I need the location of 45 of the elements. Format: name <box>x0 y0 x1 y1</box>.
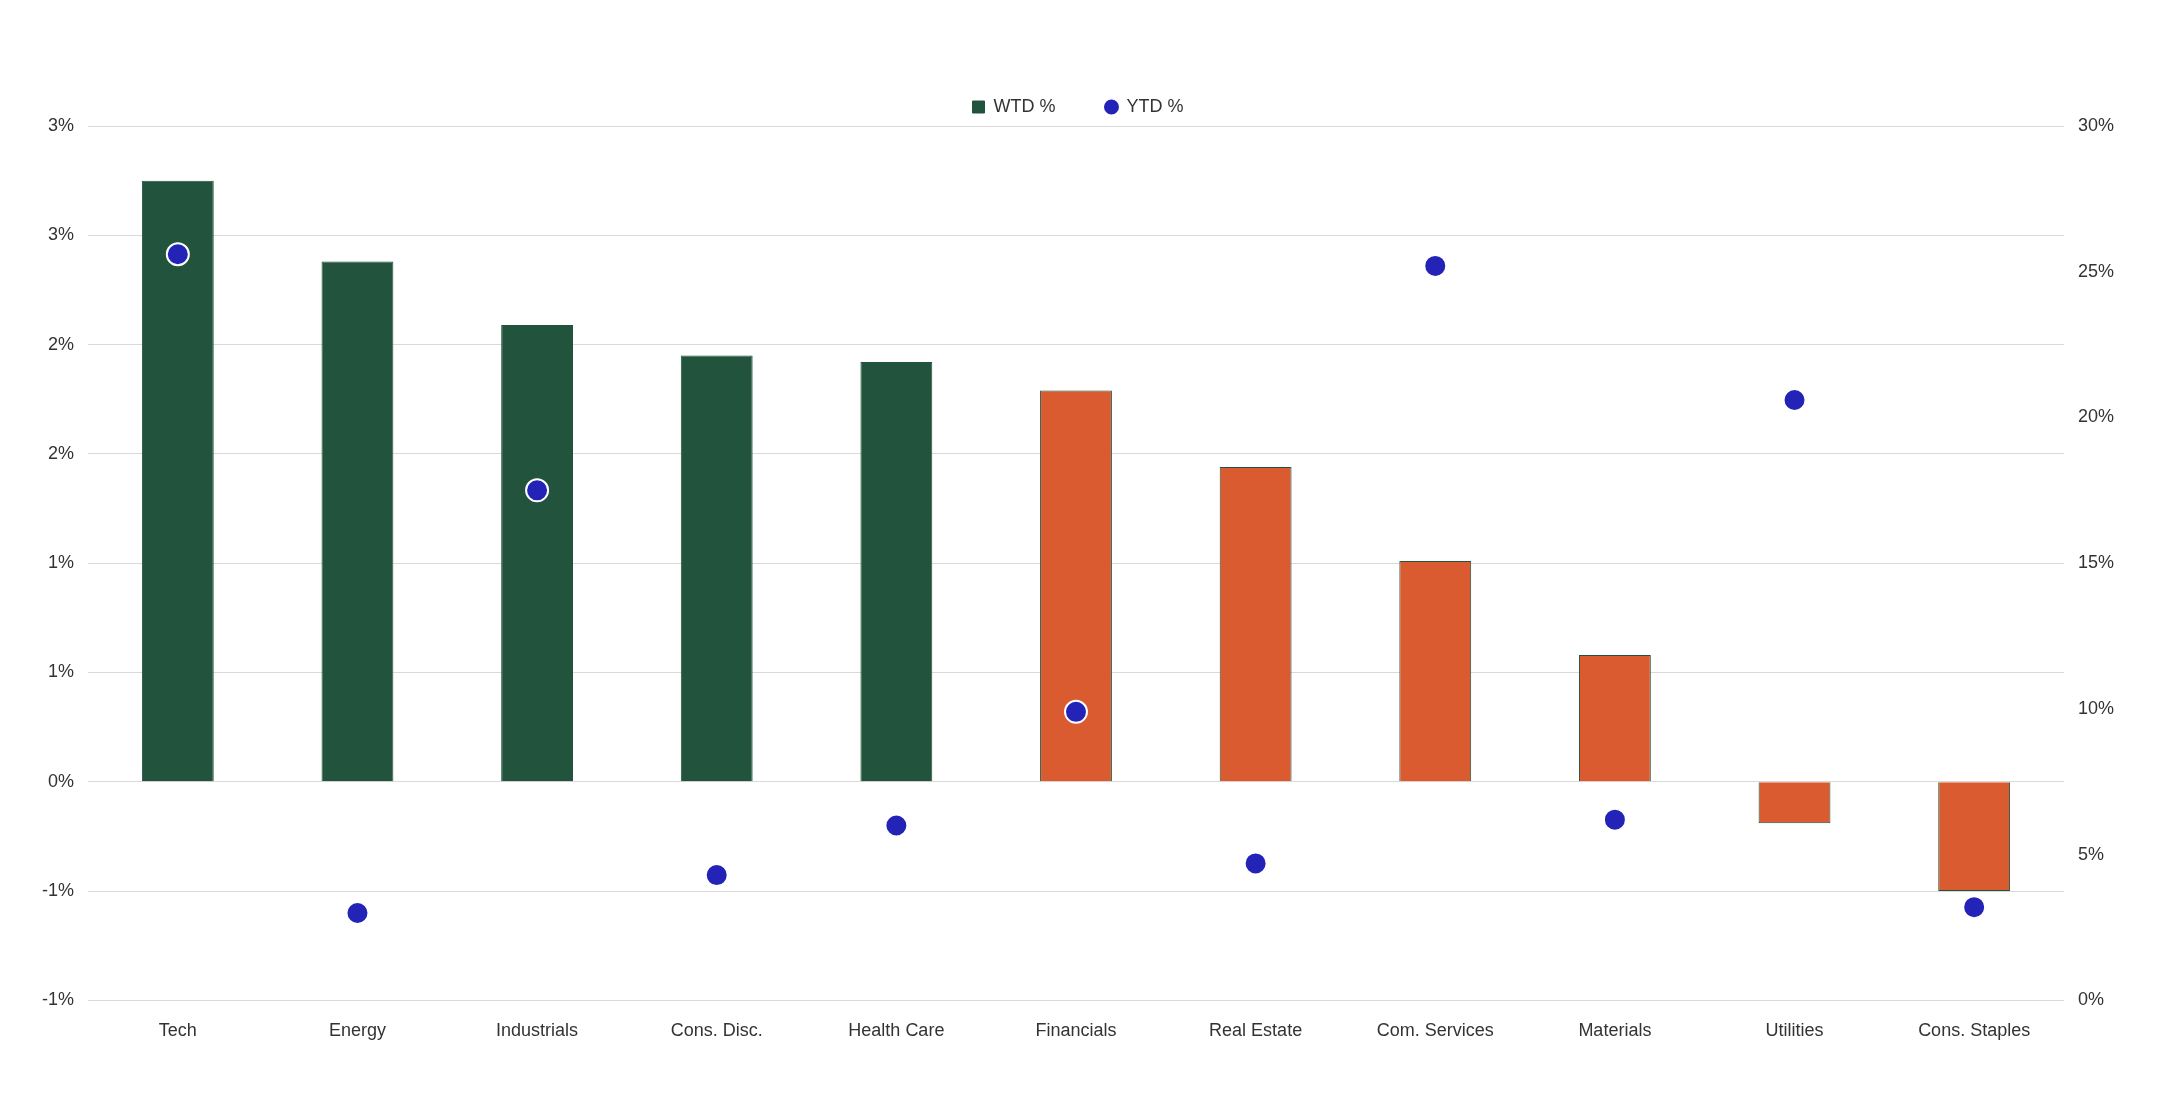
y-tick-label: 2% <box>47 442 75 463</box>
x-tick-label: Industrials <box>496 1020 579 1041</box>
y2-tick-label: 20% <box>2077 406 2114 427</box>
x-tick-label: Real Estate <box>1209 1020 1303 1041</box>
x-tick-label: Com. Services <box>1376 1020 1494 1041</box>
x-tick-label: Tech <box>158 1020 197 1041</box>
y-tick-label: -1% <box>41 989 75 1010</box>
bar <box>680 355 753 782</box>
x-tick-label: Financials <box>1035 1020 1117 1041</box>
x-tick-label: Utilities <box>1765 1020 1824 1041</box>
point <box>1782 387 1807 412</box>
x-tick-label: Cons. Disc. <box>670 1020 763 1041</box>
x-tick-label: Cons. Staples <box>1918 1020 2031 1041</box>
y-tick-label: 1% <box>47 661 75 682</box>
x-tick-label: Materials <box>1578 1020 1652 1041</box>
y-tick-label: 1% <box>47 552 75 573</box>
bar <box>501 324 574 782</box>
point <box>884 813 909 838</box>
y-tick-label: 0% <box>47 770 75 791</box>
y-tick-label: 2% <box>47 333 75 354</box>
point <box>1063 699 1088 724</box>
point <box>704 863 729 888</box>
legend-label: WTD % <box>993 95 1056 116</box>
y-tick-label: -1% <box>41 880 75 901</box>
point <box>1243 851 1268 876</box>
bar <box>860 362 933 782</box>
point <box>345 900 370 925</box>
y2-tick-label: 5% <box>2077 843 2104 864</box>
y2-tick-label: 15% <box>2077 552 2114 573</box>
point <box>1423 253 1448 278</box>
y2-tick-label: 0% <box>2077 989 2104 1010</box>
y-tick-label: 3% <box>47 114 75 135</box>
x-tick-label: Energy <box>328 1020 386 1041</box>
legend-label: YTD % <box>1126 95 1184 116</box>
point <box>1602 807 1627 832</box>
bar <box>321 261 394 782</box>
y-tick-label: 3% <box>47 224 75 245</box>
y2-tick-label: 10% <box>2077 697 2114 718</box>
point <box>165 242 190 267</box>
point <box>525 478 550 503</box>
y2-tick-label: 25% <box>2077 260 2114 281</box>
x-tick-label: Health Care <box>848 1020 945 1041</box>
bar <box>141 180 214 782</box>
point <box>1962 895 1987 920</box>
y2-tick-label: 30% <box>2077 114 2114 135</box>
